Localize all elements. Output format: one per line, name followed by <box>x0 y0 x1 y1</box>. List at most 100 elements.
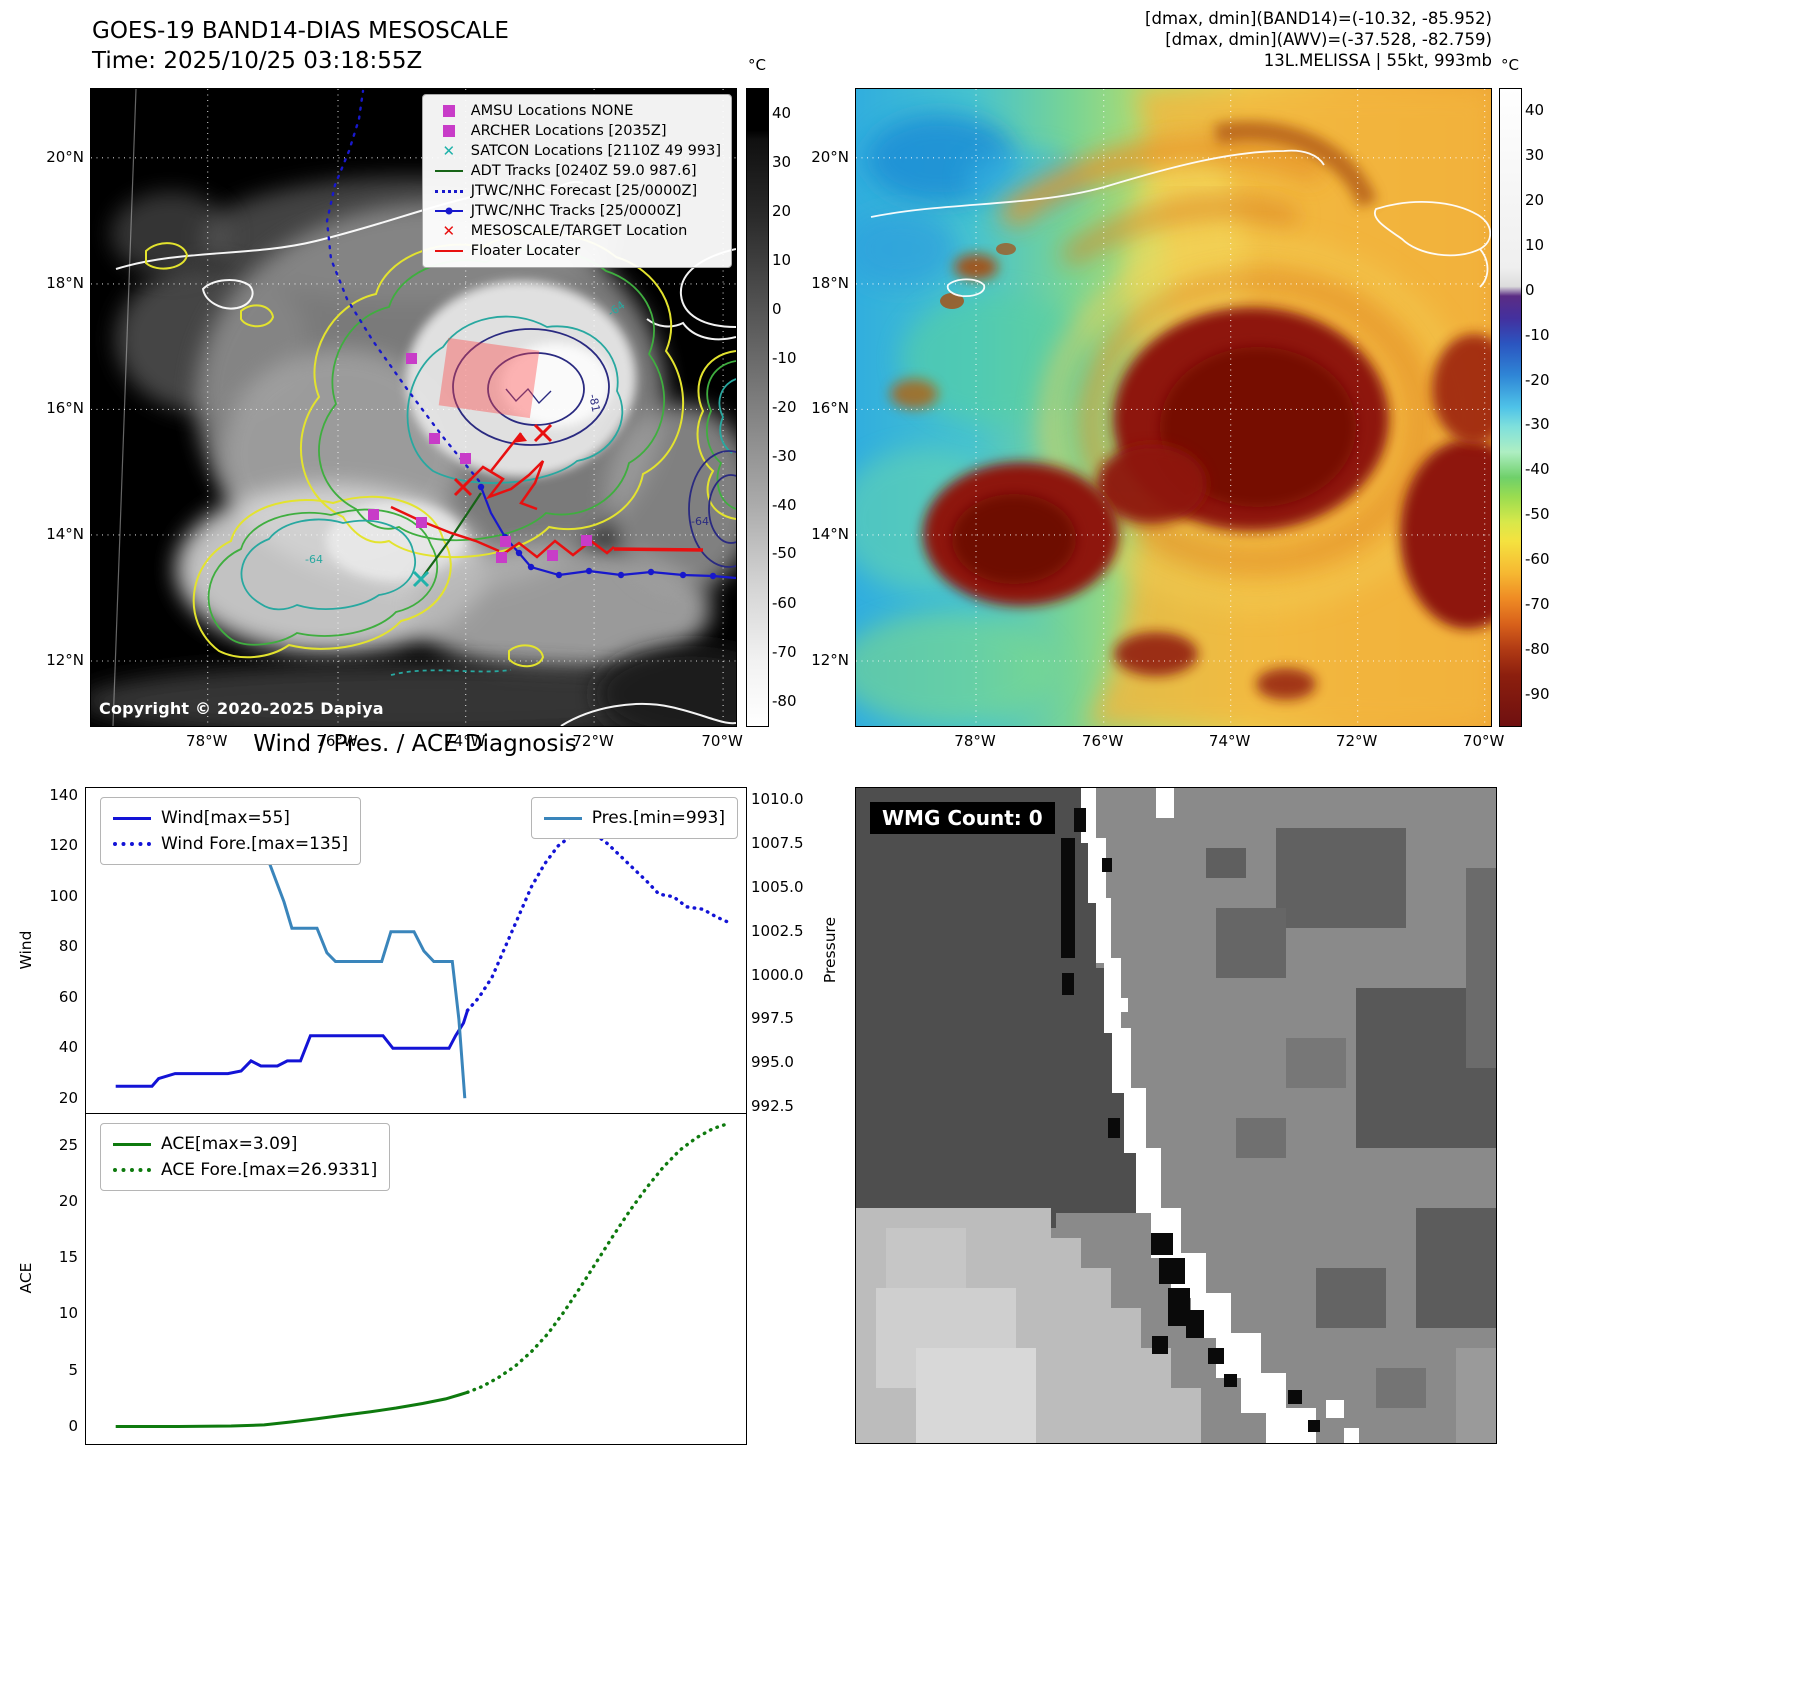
lat-tick-label: 16°N <box>811 399 849 418</box>
chart-tick-label: 10 <box>58 1304 78 1323</box>
colorbar-tick-label: -40 <box>772 495 797 514</box>
chart-tick-label: 1007.5 <box>751 834 804 853</box>
colorbar-tick-label: -60 <box>1525 550 1550 569</box>
colorbar-tick-label: 0 <box>772 299 782 318</box>
adt-track-line <box>420 492 482 580</box>
awv-satellite-map <box>855 88 1492 727</box>
archer-markers <box>368 353 592 563</box>
colorbar-tick-label: -60 <box>772 593 797 612</box>
map-legend-label: SATCON Locations [2110Z 49 993] <box>470 143 721 159</box>
chart-tick-label: 20 <box>58 1088 78 1107</box>
ace-legend-entry: ACE[max=3.09] <box>113 1131 377 1157</box>
pressure-legend-box: Pres.[min=993] <box>530 797 738 839</box>
wind-forecast-legend-entry: Wind Fore.[max=135] <box>113 831 348 857</box>
lat-tick-label: 20°N <box>811 147 849 166</box>
map-legend-label: JTWC/NHC Tracks [25/0000Z] <box>470 203 682 219</box>
chart-tick-label: 1010.0 <box>751 790 804 809</box>
dmax-dmin-awv-text: [dmax, dmin](AWV)=(-37.528, -82.759) <box>1165 30 1492 49</box>
map-legend-entry: ARCHER Locations [2035Z] <box>433 121 721 141</box>
band14-lon-axis: 78°W 76°W 74°W 72°W 70°W <box>90 732 743 754</box>
band14-map-legend: AMSU Locations NONE ARCHER Locations [203… <box>421 94 732 268</box>
chart-tick-label: 15 <box>58 1248 78 1267</box>
colorbar-tick-label: -20 <box>772 397 797 416</box>
chart-tick-label: 80 <box>58 937 78 956</box>
band14-colorbar-unit: °C <box>748 56 766 74</box>
coastlines <box>870 149 1491 298</box>
ace-forecast-legend-label: ACE Fore.[max=26.9331] <box>161 1160 378 1180</box>
dmax-dmin-band14-text: [dmax, dmin](BAND14)=(-10.32, -85.952) <box>1145 9 1492 28</box>
x-marker-icon: ✕ <box>442 222 456 240</box>
wmg-image <box>856 788 1496 1443</box>
satcon-marker <box>412 570 430 588</box>
ace-forecast-line-sample <box>113 1168 151 1172</box>
series-line <box>115 1390 468 1428</box>
mesoscale-target-shading <box>438 337 540 419</box>
water-vapor-field <box>856 89 1491 726</box>
map-legend-entry: ✕ MESOSCALE/TARGET Location <box>433 221 721 241</box>
map-legend-label: ARCHER Locations [2035Z] <box>470 123 667 139</box>
map-legend-entry: AMSU Locations NONE <box>433 101 721 121</box>
colorbar-tick-label: -10 <box>772 348 797 367</box>
ace-plot <box>115 1122 730 1428</box>
awv-header-block: [dmax, dmin](BAND14)=(-10.32, -85.952) [… <box>1000 8 1492 71</box>
lat-tick-label: 12°N <box>46 651 84 670</box>
ace-legend-box: ACE[max=3.09] ACE Fore.[max=26.9331] <box>100 1123 391 1191</box>
wmg-panel: WMG Count: 0 <box>855 787 1497 1444</box>
chart-tick-label: 140 <box>49 785 78 804</box>
dot-marker-icon <box>445 207 453 215</box>
contours-navy <box>452 328 736 568</box>
chart-tick-label: 1000.0 <box>751 965 804 984</box>
colorbar-tick-label: 40 <box>1525 101 1545 120</box>
wind-forecast-legend-label: Wind Fore.[max=135] <box>161 834 349 854</box>
colorbar-tick-label: -90 <box>1525 684 1550 703</box>
map-legend-entry: JTWC/NHC Tracks [25/0000Z] <box>433 201 721 221</box>
storm-id-intensity-text: 13L.MELISSA | 55kt, 993mb <box>1263 51 1492 70</box>
colorbar-tick-label: 30 <box>772 152 792 171</box>
chart-tick-label: 992.5 <box>751 1096 794 1115</box>
lat-tick-label: 20°N <box>46 147 84 166</box>
ace-axis-label: ACE <box>17 1262 35 1294</box>
band14-title: GOES-19 BAND14-DIAS MESOSCALE <box>92 18 509 44</box>
map-legend-label: MESOSCALE/TARGET Location <box>470 223 688 239</box>
x-marker-icon: ✕ <box>442 142 456 160</box>
pressure-axis-ticks: 992.5 995.0 997.5 1000.0 1002.5 1005.0 1007.5 1… <box>751 787 813 1115</box>
map-legend-entry: JTWC/NHC Forecast [25/0000Z] <box>433 181 721 201</box>
wmg-count-label: WMG Count: 0 <box>870 802 1055 834</box>
chart-tick-label: 1005.0 <box>751 877 804 896</box>
colorbar-tick-label: -70 <box>772 642 797 661</box>
colorbar-tick-label: -40 <box>1525 460 1550 479</box>
lat-tick-label: 18°N <box>46 273 84 292</box>
map-legend-entry: ADT Tracks [0240Z 59.0 987.6] <box>433 161 721 181</box>
colorbar-tick-label: -70 <box>1525 594 1550 613</box>
colorbar-tick-label: -50 <box>1525 505 1550 524</box>
wind-axis-ticks: 20 40 60 80 100 120 140 <box>0 785 78 1113</box>
colorbar-tick-label: -80 <box>1525 639 1550 658</box>
gray-patches <box>1206 828 1496 1443</box>
chart-tick-label: 25 <box>58 1135 78 1154</box>
chart-tick-label: 5 <box>68 1360 78 1379</box>
jtwc-track-line <box>477 483 736 580</box>
colorbar-tick-label: 40 <box>772 103 792 122</box>
chart-tick-label: 40 <box>58 1038 78 1057</box>
pressure-line-sample <box>543 816 582 820</box>
wind-line-sample <box>113 816 151 820</box>
wind-forecast-line-sample <box>113 842 151 846</box>
band14-timestamp: Time: 2025/10/25 03:18:55Z <box>92 48 423 74</box>
chart-tick-label: 60 <box>58 987 78 1006</box>
colorbar-tick-label: 10 <box>772 250 792 269</box>
lat-tick-label: 14°N <box>46 524 84 543</box>
contour-label: -64 <box>305 553 323 566</box>
square-marker-icon <box>433 123 465 139</box>
ace-forecast-legend-entry: ACE Fore.[max=26.9331] <box>113 1157 377 1183</box>
square-marker-icon <box>433 103 465 119</box>
awv-colorbar-unit: °C <box>1501 56 1519 74</box>
chart-tick-label: 20 <box>58 1191 78 1210</box>
map-legend-entry: ✕ SATCON Locations [2110Z 49 993] <box>433 141 721 161</box>
black-pixels <box>1061 808 1320 1432</box>
line-dot-marker-icon <box>433 203 465 219</box>
lat-tick-label: 16°N <box>46 399 84 418</box>
colorbar-tick-label: -30 <box>1525 415 1550 434</box>
cloud-field <box>91 177 736 726</box>
colorbar-tick-label: -20 <box>1525 370 1550 389</box>
lon-tick-label: 74°W <box>444 732 486 750</box>
